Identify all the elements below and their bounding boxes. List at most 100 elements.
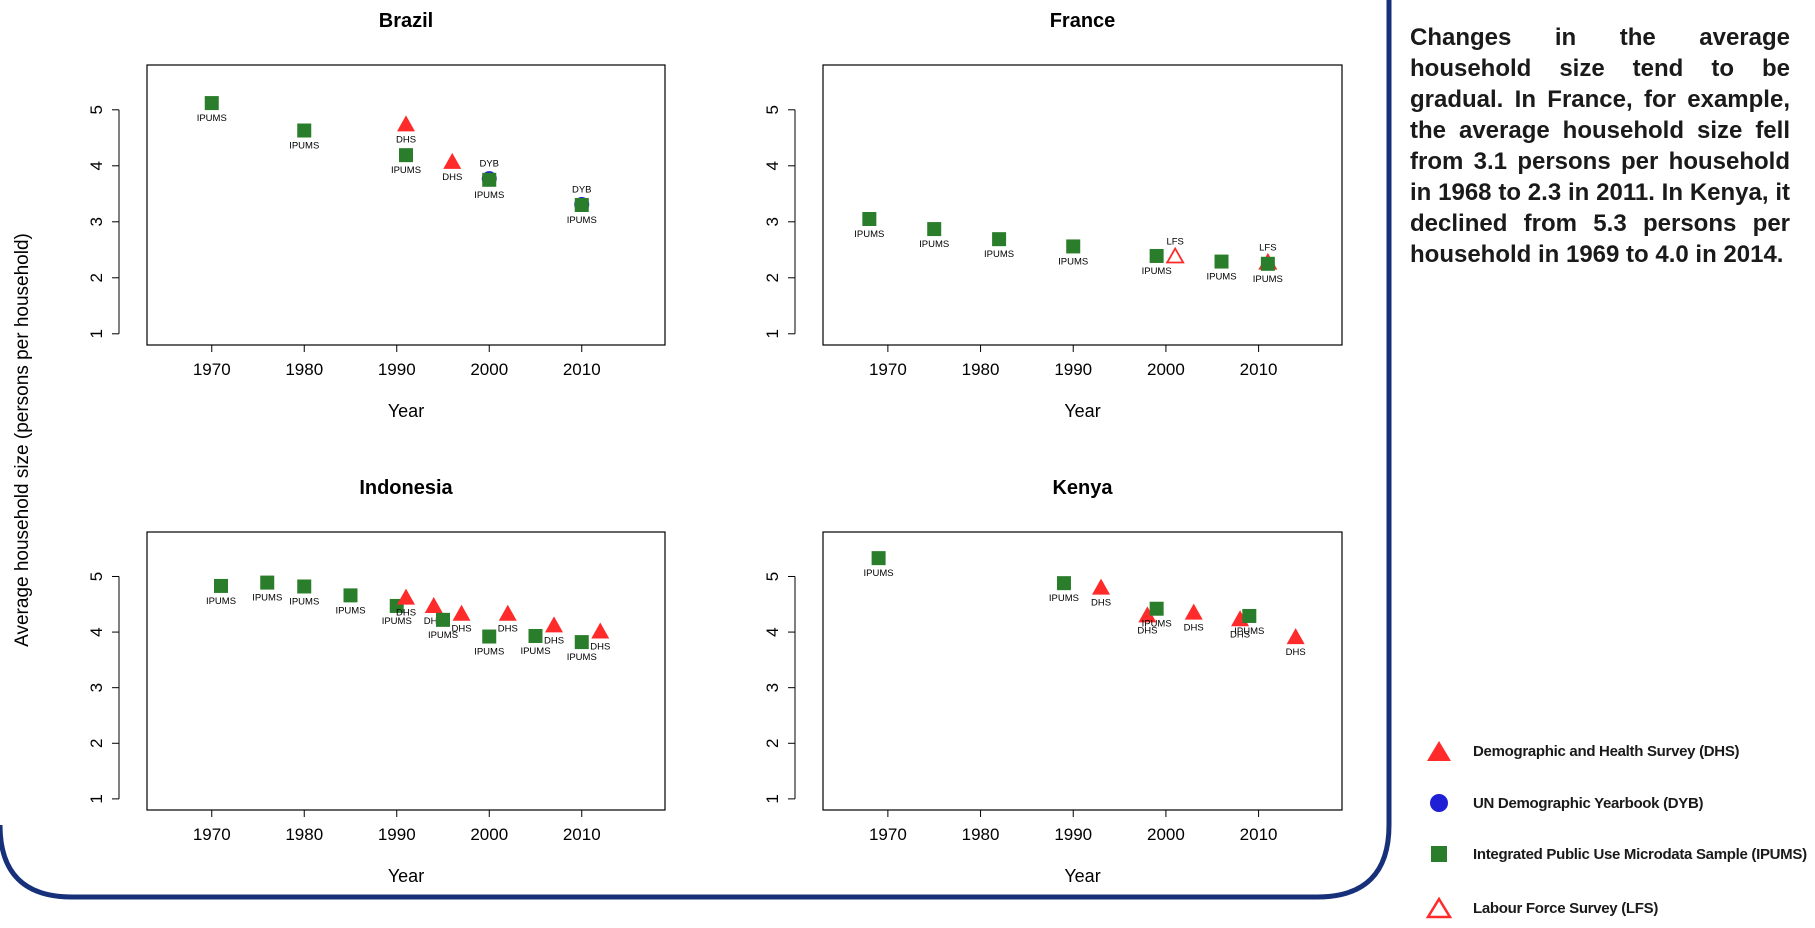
point-label: LFS [1259, 243, 1276, 254]
point-ipums [528, 628, 543, 643]
legend-label-dyb: UN Demographic Yearbook (DYB) [1473, 794, 1704, 812]
point-dhs [545, 616, 563, 633]
point-label: DYB [572, 184, 592, 195]
point-label: IPUMS [1049, 593, 1079, 604]
panel-indonesia: Indonesia 1970 1980 1990 2000 2010 Year 1 2 3 4 5 IP… [87, 477, 666, 886]
point-label: DHS [1230, 629, 1250, 640]
x-tick-label: 1970 [869, 360, 907, 379]
point-label: LFS [1166, 237, 1183, 248]
legend-label-lfs: Labour Force Survey (LFS) [1473, 899, 1659, 917]
x-tick-label: 2000 [470, 360, 508, 379]
point-label: DHS [442, 172, 462, 183]
point-label: DHS [1091, 598, 1111, 609]
point-dhs [591, 622, 610, 639]
point-ipums [214, 578, 228, 593]
point-label: IPUMS [1142, 619, 1172, 630]
point-label: DYB [479, 159, 499, 170]
description-text: Changes in the average household size te… [1410, 24, 1790, 268]
y-tick-label: 2 [763, 739, 782, 748]
y-tick-label: 5 [87, 105, 106, 114]
point-ipums [297, 579, 312, 594]
legend-item-dyb: UN Demographic Yearbook (DYB) [1425, 788, 1704, 818]
point-dhs [397, 588, 415, 605]
point-label: DHS [451, 624, 471, 635]
point-ipums [574, 635, 589, 650]
x-tick-label: 1970 [193, 360, 231, 379]
point-label: IPUMS [474, 190, 504, 201]
point-label: IPUMS [1253, 274, 1283, 285]
y-tick-label: 1 [763, 329, 782, 338]
x-tick-label: 1970 [193, 825, 231, 844]
point-label: IPUMS [919, 239, 949, 250]
point-ipums [1260, 256, 1275, 271]
point-ipums [927, 222, 942, 237]
point-label: IPUMS [391, 165, 421, 176]
x-tick-label: 1980 [962, 360, 1000, 379]
y-tick-label: 2 [87, 739, 106, 748]
panel-kenya: Kenya 1970 1980 1990 2000 2010 Year 1 2 3 4 5 IPUMS I… [763, 477, 1343, 886]
x-tick-label: 1980 [285, 360, 323, 379]
point-dhs [397, 115, 415, 132]
panel-title: France [1050, 10, 1116, 32]
point-ipums [482, 172, 497, 187]
point-label: DHS [1184, 623, 1204, 634]
frame-border [0, 0, 1392, 900]
legend-label-ipums: Integrated Public Use Microdata Sample (… [1473, 845, 1807, 863]
red-open-triangle-icon [1425, 894, 1453, 922]
green-square-icon [1425, 840, 1453, 868]
x-tick-label: 2000 [1147, 360, 1185, 379]
point-ipums [1066, 239, 1081, 254]
point-label: DHS [396, 134, 416, 145]
point-ipums [482, 629, 497, 644]
x-tick-label: 1990 [378, 360, 416, 379]
point-ipums [1242, 608, 1257, 623]
point-ipums [260, 575, 275, 590]
point-label: IPUMS [984, 249, 1014, 260]
point-label: IPUMS [206, 596, 236, 607]
y-tick-label: 3 [763, 217, 782, 226]
y-tick-label: 3 [87, 217, 106, 226]
point-ipums [871, 551, 886, 566]
point-dhs [1092, 578, 1111, 595]
point-label: IPUMS [864, 568, 894, 579]
point-ipums [992, 232, 1007, 247]
point-label: IPUMS [567, 652, 597, 663]
x-tick-label: 1980 [285, 825, 323, 844]
panel-title: Indonesia [359, 477, 453, 499]
y-tick-label: 4 [763, 627, 782, 636]
y-tick-label: 1 [87, 329, 106, 338]
point-ipums [862, 212, 877, 226]
y-tick-label: 2 [87, 273, 106, 282]
y-tick-label: 3 [87, 683, 106, 692]
y-tick-label: 3 [763, 683, 782, 692]
x-tick-label: 2010 [563, 825, 601, 844]
point-ipums [1149, 601, 1164, 616]
y-axis-label: Average household size (persons per hous… [12, 233, 33, 647]
x-axis-label: Year [388, 866, 424, 886]
point-label: DHS [590, 642, 610, 653]
point-label: IPUMS [1234, 626, 1264, 637]
y-tick-label: 5 [87, 572, 106, 581]
point-ipums [297, 123, 312, 138]
point-label: DHS [1286, 647, 1306, 658]
x-axis-label: Year [1064, 401, 1100, 421]
point-label: IPUMS [567, 215, 597, 226]
point-label: DHS [544, 635, 564, 646]
x-tick-label: 2010 [1240, 360, 1278, 379]
y-tick-label: 5 [763, 105, 782, 114]
point-dhs [424, 596, 443, 613]
point-dhs [1138, 606, 1157, 623]
point-ipums [574, 198, 589, 212]
legend-item-lfs: Labour Force Survey (LFS) [1425, 893, 1658, 923]
panel-title: Brazil [379, 10, 433, 32]
point-label: IPUMS [854, 229, 884, 240]
point-ipums [1149, 248, 1164, 263]
x-axis-label: Year [1064, 866, 1100, 886]
point-label: DHS [424, 616, 444, 627]
point-dhs [452, 604, 471, 621]
y-tick-label: 4 [87, 627, 106, 636]
point-label: IPUMS [197, 113, 227, 124]
point-label: DHS [1137, 625, 1157, 636]
x-tick-label: 1990 [1054, 360, 1092, 379]
